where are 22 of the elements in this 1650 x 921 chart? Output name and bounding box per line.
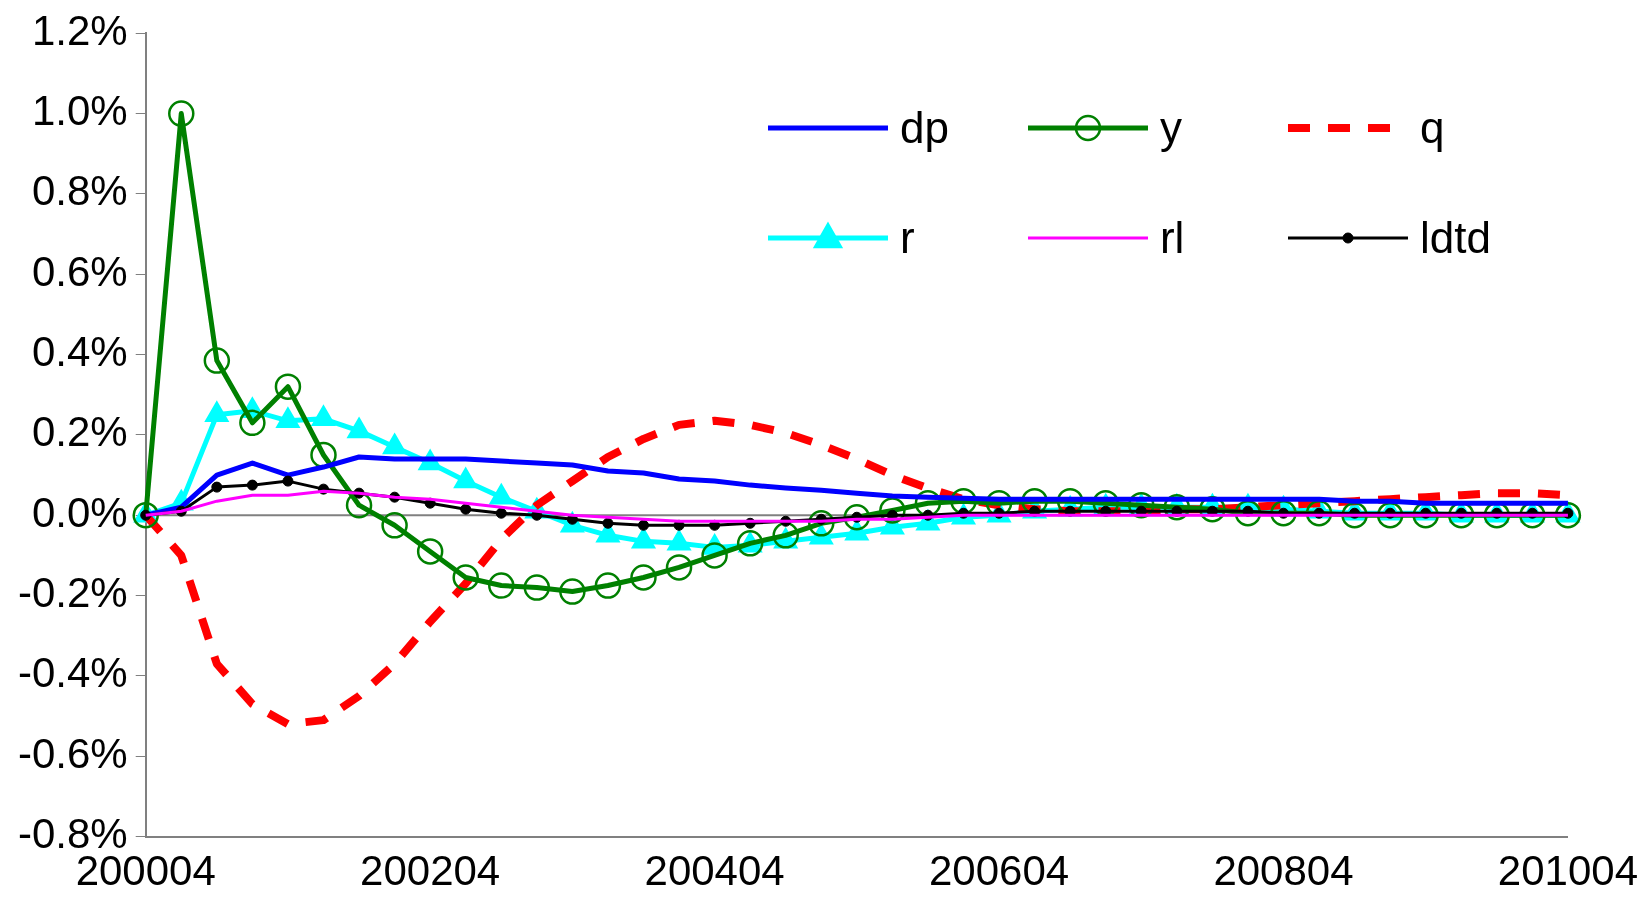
y-tick-label: -0.4% [18,649,128,697]
y-tick-label: 1.2% [31,6,128,54]
legend-label: q [1419,103,1445,154]
x-tick-label: 200804 [1213,847,1354,895]
y-tick-label: 0.6% [31,247,128,295]
legend-label: rl [1159,213,1185,264]
y-tick-label: 1.0% [31,87,128,135]
x-tick-label: 201004 [1497,847,1638,895]
y-tick-label: 0.0% [31,488,128,536]
legend-label: ldtd [1419,213,1491,264]
x-tick-label: 200604 [928,847,1070,895]
x-tick-label: 200204 [360,847,501,895]
legend-label: y [1159,103,1182,154]
x-tick-label: 200404 [644,847,785,895]
legend-label: r [899,213,915,264]
y-tick-label: -0.6% [18,729,128,777]
y-tick-label: 0.4% [31,328,128,376]
y-tick-label: -0.2% [18,569,128,617]
y-tick-label: 0.2% [31,408,128,456]
y-tick-label: 0.8% [31,167,128,215]
legend-label: dp [899,103,949,154]
x-tick-label: 200004 [75,847,216,895]
